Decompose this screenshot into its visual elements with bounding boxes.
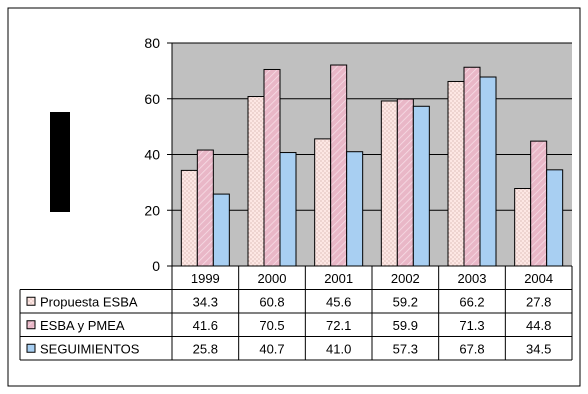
bar: [530, 140, 548, 267]
bar: [196, 149, 214, 267]
bar: [463, 66, 481, 267]
legend-key-placeholder: [50, 112, 70, 212]
y-tick-label: 20: [144, 202, 160, 218]
bar: [314, 138, 332, 267]
legend-swatch: [26, 343, 36, 353]
bar: [396, 98, 414, 267]
bar: [479, 76, 497, 267]
legend-label: Propuesta ESBA: [40, 294, 138, 309]
x-tick-label: 2003: [458, 271, 487, 286]
x-tick-label: 2001: [324, 271, 353, 286]
data-label: 59.9: [393, 318, 418, 333]
data-label: 41.6: [193, 318, 218, 333]
y-tick-label: 80: [144, 35, 160, 51]
bars: [180, 64, 564, 267]
data-label: 34.5: [526, 341, 551, 356]
y-tick-label: 40: [144, 147, 160, 163]
legend-label: SEGUIMIENTOS: [40, 341, 140, 356]
data-label: 60.8: [259, 294, 284, 309]
data-label: 34.3: [193, 294, 218, 309]
data-label: 25.8: [193, 341, 218, 356]
data-label: 41.0: [326, 341, 351, 356]
legend-label: ESBA y PMEA: [40, 318, 125, 333]
bar: [180, 169, 198, 267]
y-axis: 0 20 40 60 80: [144, 35, 173, 274]
data-label: 57.3: [393, 341, 418, 356]
x-tick-label: 2004: [524, 271, 553, 286]
x-tick-label: 1999: [191, 271, 220, 286]
data-table: 1999 2000 2001 2002 2003 2004 Propuesta ESBA 34…: [19, 265, 573, 361]
y-tick-label: 0: [152, 258, 160, 274]
bar: [279, 152, 297, 267]
bar: [263, 68, 281, 267]
bar: [412, 105, 430, 267]
data-label: 59.2: [393, 294, 418, 309]
x-tick-label: 2000: [258, 271, 287, 286]
data-label: 44.8: [526, 318, 551, 333]
data-label: 66.2: [459, 294, 484, 309]
bar: [212, 193, 230, 267]
data-label: 27.8: [526, 294, 551, 309]
x-tick-label: 2002: [391, 271, 420, 286]
data-label: 45.6: [326, 294, 351, 309]
data-label: 71.3: [459, 318, 484, 333]
data-label: 72.1: [326, 318, 351, 333]
bar: [346, 151, 364, 267]
data-label: 40.7: [259, 341, 284, 356]
y-tick-label: 60: [144, 91, 160, 107]
bar: [546, 169, 564, 267]
bar: [247, 96, 265, 267]
bar: [447, 80, 465, 267]
plot-area: [172, 42, 572, 266]
legend-swatch: [26, 320, 36, 330]
data-label: 67.8: [459, 341, 484, 356]
legend-swatch: [26, 296, 36, 306]
bar: [330, 64, 348, 267]
bar: [380, 100, 398, 267]
data-label: 70.5: [259, 318, 284, 333]
bar: [514, 188, 532, 267]
